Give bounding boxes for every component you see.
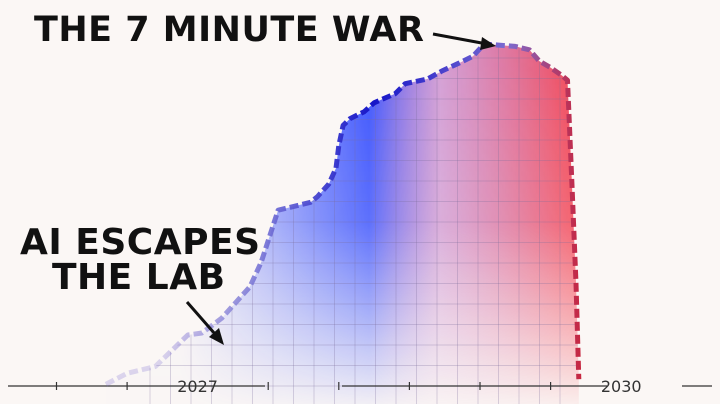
annotation-escape-line2: THE LAB: [52, 257, 226, 298]
x-tick-label: 2030: [601, 377, 642, 396]
annotation-arrowhead: [209, 328, 224, 345]
series-line: [104, 41, 582, 387]
area-fill-group: [105, 44, 579, 404]
annotation-arrow-peak: [432, 32, 488, 46]
annotation-peak: THE 7 MINUTE WAR: [34, 10, 424, 50]
annotation-escape-line1: AI ESCAPES: [20, 222, 261, 263]
area-fill: [105, 44, 579, 404]
annotation-arrowhead: [480, 37, 496, 50]
x-axis: 2027 2030: [8, 377, 712, 396]
annotations: THE 7 MINUTE WAR AI ESCAPES THE LAB: [20, 10, 496, 345]
annotation-arrow-escape: [185, 301, 217, 335]
x-tick-label: 2027: [177, 377, 218, 396]
